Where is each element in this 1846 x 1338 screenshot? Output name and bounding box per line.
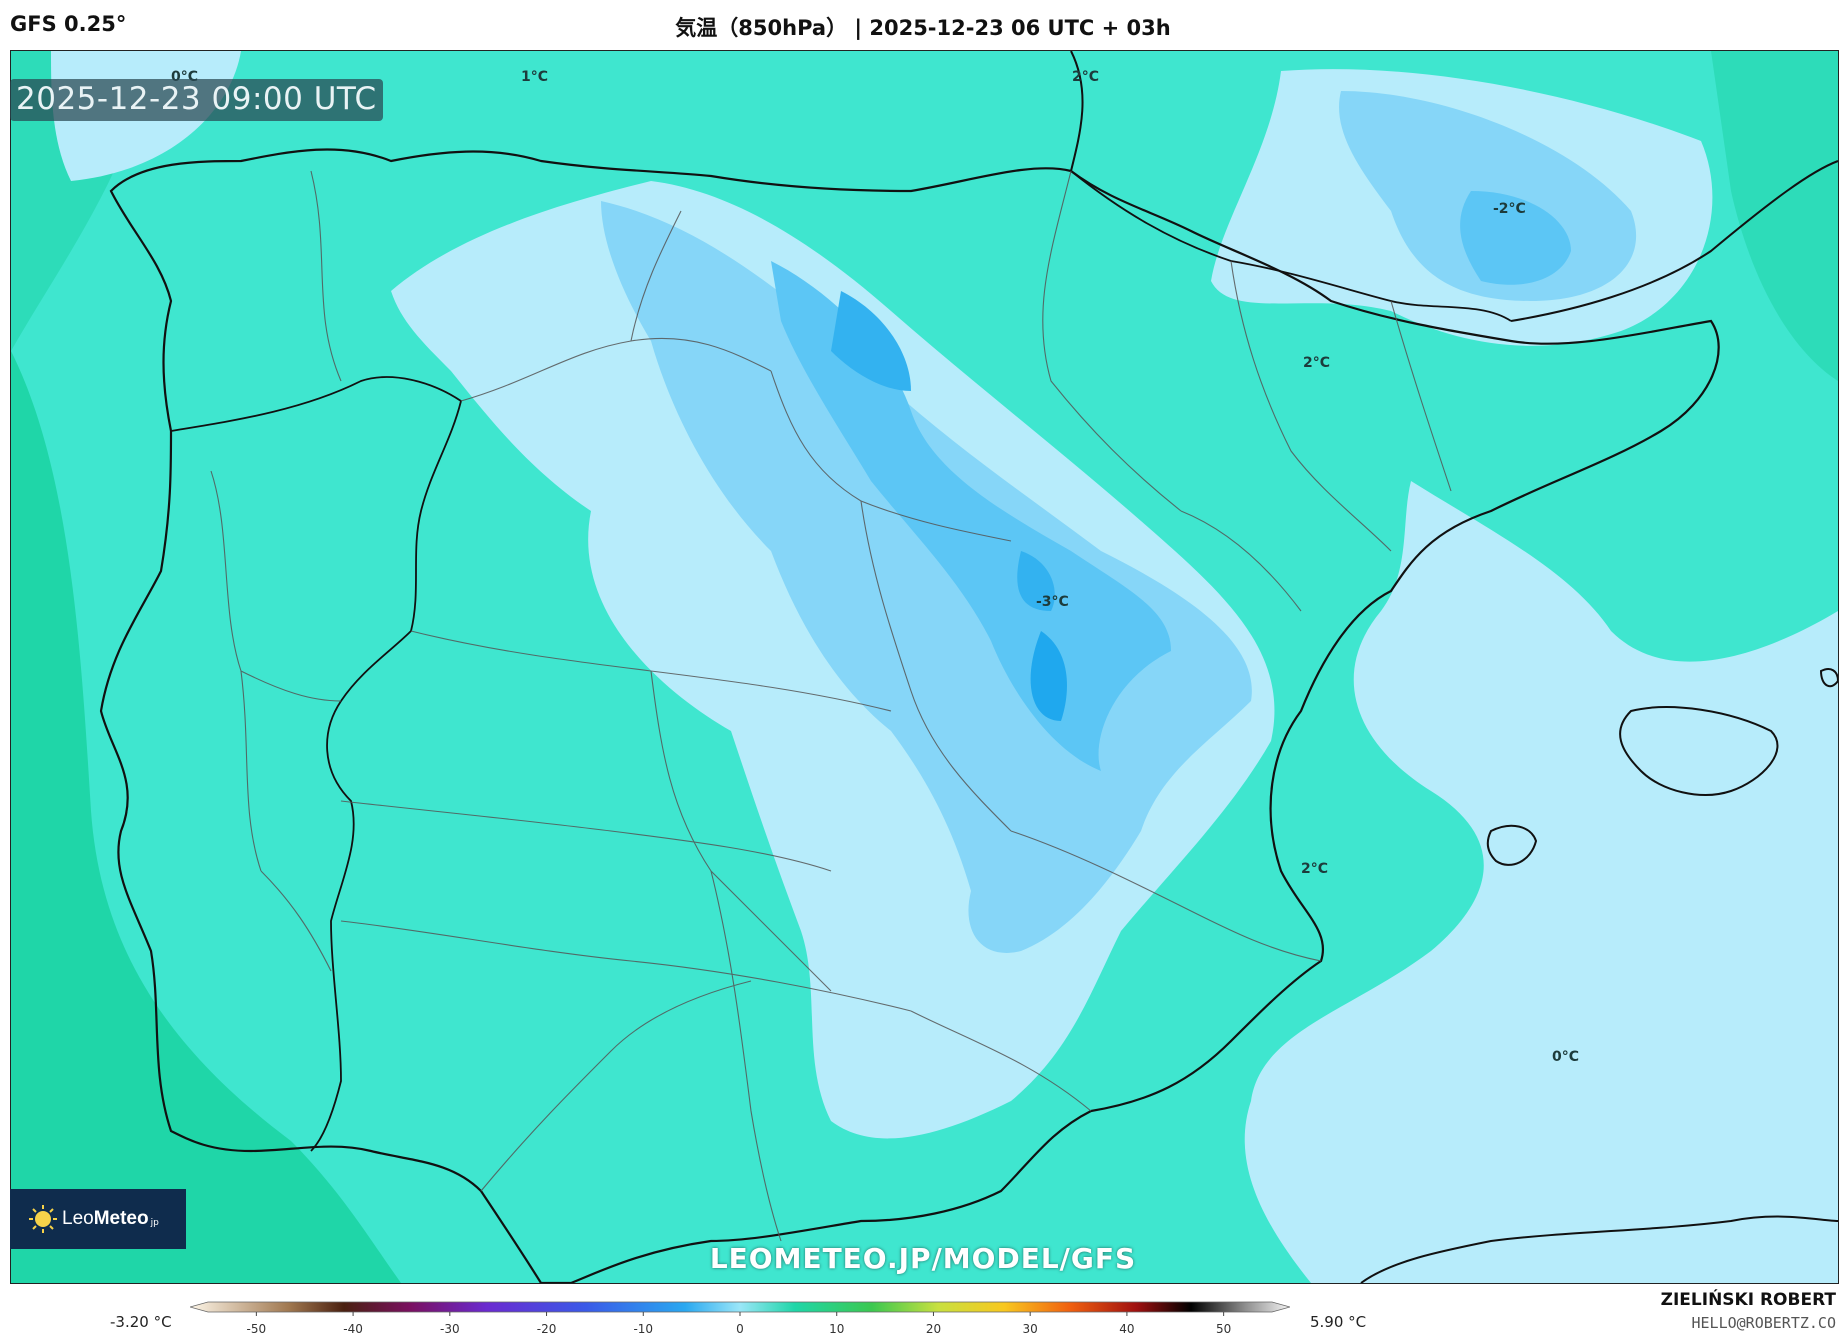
colorbar-tick-label: -20 bbox=[537, 1322, 557, 1336]
colorbar-tick-label: 20 bbox=[926, 1322, 941, 1336]
contour-label: -2°C bbox=[1493, 201, 1526, 217]
province-borders bbox=[210, 170, 1452, 1242]
colorbar-tick-label: 40 bbox=[1119, 1322, 1134, 1336]
colorbar-tick-label: 10 bbox=[829, 1322, 844, 1336]
ibiza bbox=[1486, 824, 1538, 866]
pyrenees-border bbox=[1070, 170, 1512, 322]
temp-field-coldest-b bbox=[1017, 551, 1055, 611]
sun-icon bbox=[29, 1205, 57, 1233]
temp-field-colder-center bbox=[771, 261, 1171, 771]
valid-time-label: 2025-12-23 09:00 UTC bbox=[10, 79, 383, 121]
contour-label: 2°C bbox=[1072, 69, 1099, 85]
colorbar-tick-label: -40 bbox=[343, 1322, 363, 1336]
map-panel[interactable]: 0°C 1°C 2°C -2°C 2°C -3°C 2°C 0°C bbox=[10, 50, 1839, 1284]
leometeo-logo[interactable]: LeoMeteo jp bbox=[10, 1189, 186, 1249]
temp-field-coldest-a bbox=[831, 291, 911, 391]
contour-label: 2°C bbox=[1301, 861, 1328, 877]
iberia-coastline bbox=[99, 148, 1720, 1283]
temp-field-warm-ne bbox=[1711, 51, 1838, 381]
menorca bbox=[1819, 668, 1838, 688]
colorbar-tick-label: -30 bbox=[440, 1322, 460, 1336]
colorbar-tick-label: 0 bbox=[736, 1322, 744, 1336]
logo-text: LeoMeteo bbox=[62, 1208, 149, 1229]
colorbar-max-label: 5.90 °C bbox=[1310, 1313, 1367, 1331]
colorbar-tick-label: 30 bbox=[1023, 1322, 1038, 1336]
temp-field-cool-east bbox=[1244, 481, 1838, 1283]
temperature-colorbar: -50 -40 -30 -20 -10 0 10 20 30 40 50 bbox=[190, 1301, 1290, 1336]
model-name: GFS 0.25° bbox=[10, 12, 127, 36]
watermark-url[interactable]: LEOMETEO.JP/MODEL/GFS bbox=[709, 1242, 1137, 1275]
contour-label: 1°C bbox=[521, 69, 548, 85]
temp-field-warm-west bbox=[11, 351, 401, 1283]
author-name: ZIELIŃSKI ROBERT bbox=[1660, 1290, 1836, 1310]
contour-label: -3°C bbox=[1036, 594, 1069, 610]
colorbar-tick-label: 50 bbox=[1216, 1322, 1231, 1336]
temperature-map: 0°C 1°C 2°C -2°C 2°C -3°C 2°C 0°C bbox=[11, 51, 1838, 1283]
mallorca bbox=[1619, 706, 1779, 796]
contour-label: 2°C bbox=[1303, 355, 1330, 371]
colorbar-ticks: -50 -40 -30 -20 -10 0 10 20 30 40 50 bbox=[247, 1312, 1231, 1336]
colorbar-min-label: -3.20 °C bbox=[110, 1313, 172, 1331]
africa-coastline bbox=[1360, 1215, 1838, 1283]
temp-field-colder-ne bbox=[1460, 191, 1571, 285]
france-south-coast bbox=[1510, 160, 1838, 322]
temp-field-coldest-c bbox=[1030, 631, 1067, 721]
colorbar-tick-label: -50 bbox=[247, 1322, 267, 1336]
logo-tld: jp bbox=[150, 1218, 159, 1228]
colorbar-tick-label: -10 bbox=[633, 1322, 653, 1336]
contour-label: 0°C bbox=[1552, 1049, 1579, 1065]
portugal-spain-border bbox=[170, 376, 463, 1152]
author-email[interactable]: HELLO@ROBERTZ.CO bbox=[1691, 1314, 1837, 1332]
france-west-coast bbox=[1070, 51, 1084, 172]
chart-title: 気温（850hPa） | 2025-12-23 06 UTC + 03h bbox=[675, 16, 1171, 40]
